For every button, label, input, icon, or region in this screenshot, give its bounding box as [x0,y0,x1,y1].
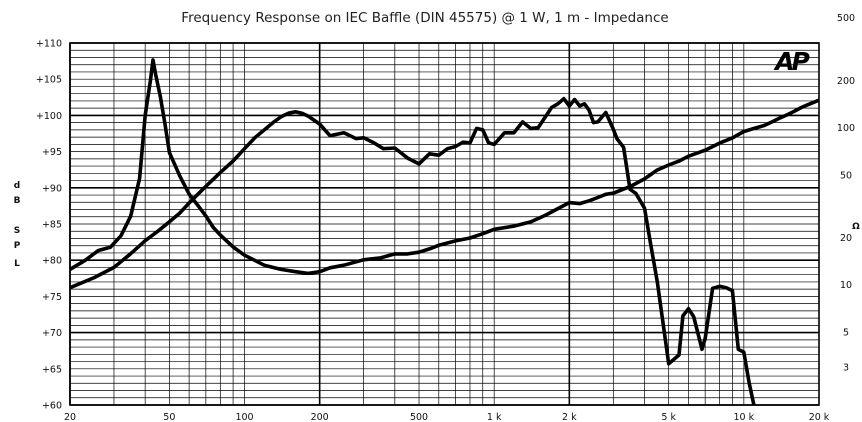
x-tick-label: 20 k [809,412,830,422]
y-right-tick-label: 200 [837,76,855,87]
y-right-tick-label: 10 [840,280,852,291]
ap-logo: AP [773,47,812,76]
y-left-tick-label: +70 [42,328,62,339]
x-tick-label: 2 k [562,412,577,422]
y-left-tick-label: +100 [36,111,62,122]
y-right-tick-label: 5 [843,327,849,338]
y-left-axis-label-char: L [14,259,20,269]
tick-labels: 20 50 100 200 500 1 k 2 k 5 k 10 k 20 k +110 +105 +1… [14,13,861,422]
x-tick-label: 20 [64,412,76,422]
y-left-tick-label: +60 [42,401,62,412]
x-tick-label: 200 [311,412,329,422]
x-tick-label: 10 k [734,412,755,422]
y-right-tick-label: 100 [837,123,855,134]
plot-frame [69,42,820,406]
grid [69,42,820,406]
y-left-tick-label: +105 [36,75,62,86]
y-right-tick-label: 50 [840,170,852,181]
y-right-tick-label: 20 [840,233,852,244]
x-tick-label: 5 k [661,412,676,422]
impedance-curve [70,58,819,276]
x-tick-label: 100 [235,412,253,422]
spl-curve [70,96,756,405]
ap-logo-text: AP [773,47,809,76]
y-left-axis-label-char: S [14,226,20,236]
x-tick-label: 500 [410,412,428,422]
chart-title: Frequency Response on IEC Baffle (DIN 45… [181,10,668,26]
x-tick-label: 1 k [487,412,502,422]
y-left-tick-label: +85 [42,220,62,231]
y-left-axis-label-char: d [14,181,20,191]
series [70,58,819,405]
y-left-tick-label: +110 [36,39,62,50]
y-left-axis-label-char: B [14,196,21,206]
y-right-axis-label: Ω [852,222,860,232]
y-right-tick-label: 3 [843,362,849,373]
x-tick-label: 50 [163,412,175,422]
y-left-axis-label-char: P [14,241,21,251]
y-left-tick-label: +65 [42,364,62,375]
y-right-tick-label: 500 [837,13,855,24]
y-left-tick-label: +95 [42,147,62,158]
y-left-tick-label: +90 [42,183,62,194]
y-left-tick-label: +80 [42,256,62,267]
y-left-tick-label: +75 [42,292,62,303]
